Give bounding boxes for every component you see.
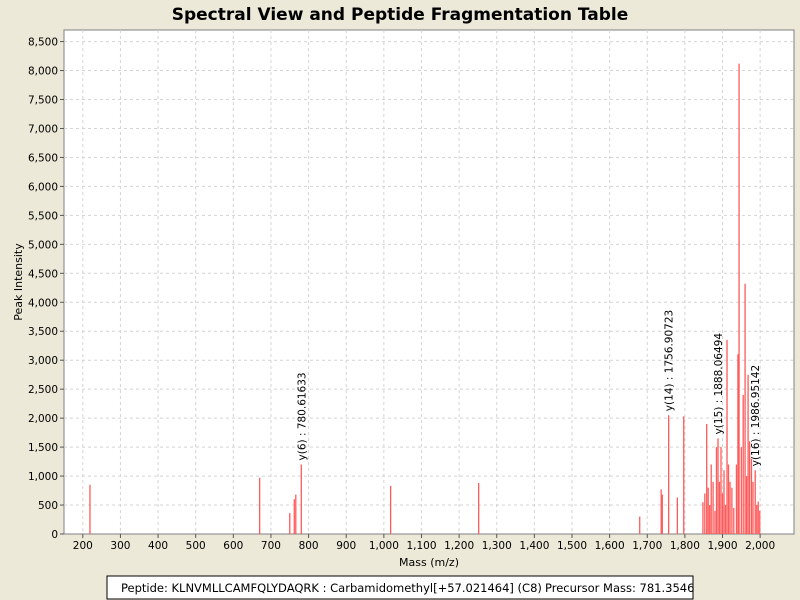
x-tick-label: 1,700 <box>632 540 662 552</box>
peak-annotation-label: y(15) : 1888.06494 <box>713 333 725 435</box>
x-tick-label: 600 <box>223 540 243 552</box>
y-tick-label: 6,000 <box>28 181 58 193</box>
x-tick-label: 1,000 <box>369 540 399 552</box>
y-tick-label: 3,000 <box>28 355 58 367</box>
y-tick-label: 1,500 <box>28 442 58 454</box>
y-tick-label: 8,000 <box>28 66 58 78</box>
x-tick-label: 1,400 <box>519 540 549 552</box>
peak-annotation-label: y(6) : 780.61633 <box>296 372 308 460</box>
x-tick-label: 1,600 <box>595 540 625 552</box>
peak-series <box>89 63 761 534</box>
x-tick-label: 200 <box>73 540 93 552</box>
peak-annotation-label: y(16) : 1986.95142 <box>750 365 762 466</box>
y-tick-label: 0 <box>51 529 58 541</box>
x-tick-label: 1,100 <box>406 540 436 552</box>
plot-area <box>63 29 795 535</box>
y-tick-label: 4,500 <box>28 268 58 280</box>
x-tick-label: 1,500 <box>557 540 587 552</box>
x-tick-label: 1,200 <box>444 540 474 552</box>
peak-annotations: y(6) : 780.61633 y(14) : 1756.90723 y(15) … <box>296 310 762 466</box>
x-tick-label: 500 <box>186 540 206 552</box>
y-tick-label: 8,500 <box>28 37 58 49</box>
y-axis: 0 500 1,000 1,500 2,000 2,500 3,000 3,500 4,000 4… <box>28 37 64 541</box>
y-tick-label: 2,500 <box>28 384 58 396</box>
x-tick-label: 2,000 <box>745 540 775 552</box>
precursor-mass-text: Precursor Mass: 781.3546 <box>545 581 694 595</box>
y-tick-label: 5,500 <box>28 210 58 222</box>
x-tick-label: 400 <box>148 540 168 552</box>
x-tick-label: 1,900 <box>707 540 737 552</box>
peak-annotation-label: y(14) : 1756.90723 <box>664 310 676 411</box>
y-tick-label: 3,500 <box>28 326 58 338</box>
y-tick-label: 4,000 <box>28 297 58 309</box>
y-tick-label: 1,000 <box>28 471 58 483</box>
grid-lines <box>64 30 794 534</box>
chart-title: Spectral View and Peptide Fragmentation … <box>172 5 629 25</box>
y-tick-label: 7,500 <box>28 95 58 107</box>
x-tick-label: 1,300 <box>482 540 512 552</box>
x-tick-label: 700 <box>261 540 281 552</box>
x-axis: 200 300 400 500 600 700 800 900 1,000 1,100 1,200 1… <box>73 534 775 552</box>
y-tick-label: 7,000 <box>28 123 58 135</box>
x-tick-label: 300 <box>110 540 130 552</box>
y-tick-label: 2,000 <box>28 413 58 425</box>
x-axis-label: Mass (m/z) <box>399 556 459 569</box>
peptide-text: Peptide: KLNVMLLCAMFQLYDAQRK : Carbamido… <box>121 581 542 595</box>
x-tick-label: 800 <box>299 540 319 552</box>
y-tick-label: 500 <box>38 500 58 512</box>
y-axis-label: Peak Intensity <box>12 243 25 321</box>
footer-info-box: Peptide: KLNVMLLCAMFQLYDAQRK : Carbamido… <box>106 575 694 600</box>
x-tick-label: 1,800 <box>670 540 700 552</box>
y-tick-label: 6,500 <box>28 152 58 164</box>
y-tick-label: 5,000 <box>28 239 58 251</box>
x-tick-label: 900 <box>336 540 356 552</box>
